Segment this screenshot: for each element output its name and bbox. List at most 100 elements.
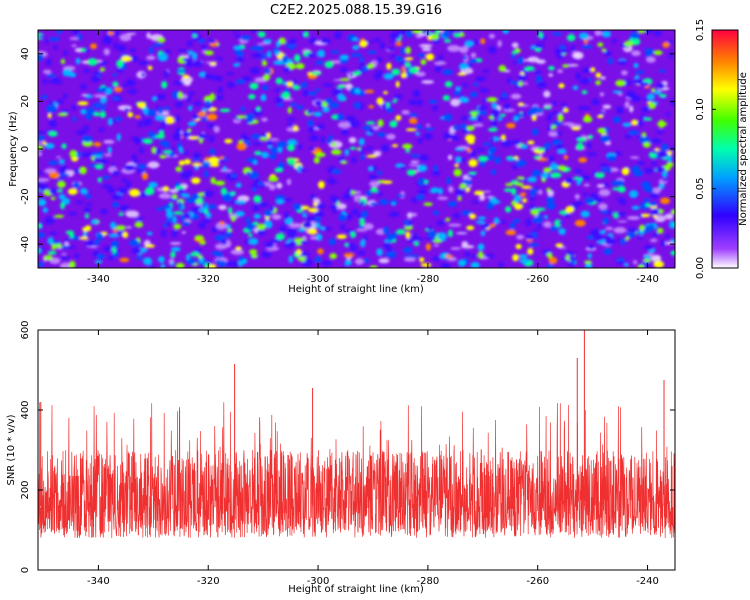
heat-cell	[669, 220, 675, 229]
heat-cell	[278, 225, 287, 233]
heat-cell	[534, 109, 544, 114]
heat-cell	[582, 116, 593, 123]
heat-cell	[222, 193, 232, 202]
snr-y-label: SNR (10 * v/v)	[6, 414, 17, 485]
heat-cell	[386, 62, 392, 70]
heat-cell	[250, 134, 262, 139]
heat-cell	[246, 222, 256, 231]
heat-cell	[436, 220, 445, 227]
heat-cell	[410, 160, 420, 164]
heat-cell	[57, 180, 66, 188]
heat-cell	[599, 163, 610, 168]
colorbar: 0.00 0.05 0.10 0.15 Normalized spectral amp…	[695, 19, 749, 279]
heat-cell	[316, 233, 323, 241]
heat-cell	[236, 142, 247, 151]
heat-cell	[158, 192, 171, 199]
heat-cell	[230, 249, 244, 255]
heat-cell	[130, 164, 136, 171]
heat-cell	[625, 133, 632, 139]
heat-cell	[340, 67, 348, 73]
heat-cell	[412, 89, 421, 98]
heat-cell	[224, 138, 233, 144]
heat-cell	[330, 102, 339, 109]
heat-cell	[391, 144, 398, 148]
heat-cell	[69, 149, 78, 158]
heat-cell	[587, 253, 592, 259]
heat-cell	[344, 242, 350, 248]
heat-cell	[121, 178, 127, 183]
heat-cell	[524, 66, 535, 72]
heat-cell	[331, 142, 337, 147]
heat-cell	[338, 156, 345, 163]
colorbar-gradient	[711, 29, 739, 269]
heat-cell	[47, 131, 58, 137]
heat-cell	[94, 163, 104, 170]
heat-cell	[337, 94, 346, 101]
heat-cell	[44, 39, 50, 44]
heat-cell	[427, 226, 434, 231]
heat-cell	[69, 231, 74, 239]
heat-cell	[249, 67, 261, 75]
heat-cell	[603, 248, 613, 255]
heat-cell	[466, 225, 475, 231]
heat-cell	[233, 63, 241, 67]
heat-cell	[639, 224, 645, 231]
heat-cell	[181, 231, 186, 234]
heat-cell	[309, 37, 317, 44]
heat-cell	[58, 159, 65, 165]
heat-cell	[256, 106, 261, 111]
heat-cell	[651, 88, 656, 93]
heat-cell	[653, 50, 663, 56]
heat-cell	[574, 193, 580, 200]
heat-cell	[447, 229, 453, 238]
heat-cell	[396, 194, 406, 198]
heat-cell	[293, 54, 301, 63]
heat-cell	[128, 48, 136, 53]
heat-cell	[430, 187, 439, 193]
heat-cell	[107, 118, 113, 126]
heat-cell	[614, 179, 625, 186]
heat-cell	[669, 146, 675, 151]
heat-cell	[527, 248, 534, 255]
heat-cell	[450, 98, 461, 107]
snr-y-tick-label: 400	[20, 400, 31, 419]
heat-cell	[47, 113, 52, 119]
heat-cell	[344, 213, 353, 221]
heat-cell	[330, 50, 340, 54]
heat-cell	[484, 253, 495, 259]
heat-cell	[265, 140, 274, 147]
heat-cell	[400, 72, 407, 79]
heat-cell	[629, 105, 634, 113]
heat-cell	[275, 77, 283, 85]
heat-cell	[587, 244, 596, 250]
heat-cell	[175, 127, 182, 135]
heat-cell	[359, 201, 365, 206]
heat-cell	[122, 231, 129, 239]
heat-cell	[486, 154, 495, 161]
heat-cell	[568, 255, 577, 261]
heat-cell	[600, 111, 605, 116]
heat-cell	[513, 60, 518, 65]
heat-cell	[235, 199, 247, 205]
heat-cell	[315, 123, 325, 130]
heat-cell	[80, 108, 87, 115]
heat-cell	[460, 157, 466, 163]
heat-cell	[270, 138, 280, 141]
heat-cell	[269, 153, 277, 160]
colorbar-tick-label: 0.00	[695, 257, 706, 279]
heat-cell	[80, 187, 88, 195]
heat-cell	[260, 94, 267, 102]
heat-cell	[415, 71, 426, 77]
heat-cell	[505, 122, 516, 129]
heat-cell	[617, 197, 625, 203]
heat-cell	[671, 209, 675, 215]
heat-cell	[103, 140, 114, 143]
heat-cell	[416, 124, 423, 130]
heat-cell	[631, 165, 640, 174]
heat-cell	[64, 238, 70, 243]
heat-cell	[169, 189, 178, 193]
heat-cell	[505, 182, 514, 187]
heat-cell	[470, 52, 477, 58]
heat-cell	[632, 259, 638, 265]
heat-cell	[202, 218, 212, 223]
